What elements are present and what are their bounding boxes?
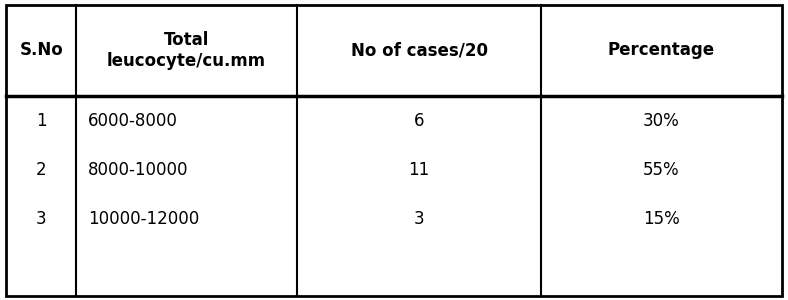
Text: No of cases/20: No of cases/20 bbox=[351, 41, 488, 59]
Text: 55%: 55% bbox=[643, 160, 680, 178]
Text: Total
leucocyte/cu.mm: Total leucocyte/cu.mm bbox=[107, 31, 266, 70]
Text: 1: 1 bbox=[36, 112, 46, 130]
Text: 11: 11 bbox=[408, 160, 429, 178]
Text: 6: 6 bbox=[414, 112, 425, 130]
Text: 10000-12000: 10000-12000 bbox=[88, 210, 199, 228]
Text: S.No: S.No bbox=[20, 41, 63, 59]
Text: 3: 3 bbox=[414, 210, 425, 228]
Text: 6000-8000: 6000-8000 bbox=[88, 112, 178, 130]
Text: 30%: 30% bbox=[643, 112, 680, 130]
Text: 15%: 15% bbox=[643, 210, 680, 228]
Text: Percentage: Percentage bbox=[608, 41, 715, 59]
Text: 2: 2 bbox=[36, 160, 46, 178]
Text: 3: 3 bbox=[36, 210, 46, 228]
Text: 8000-10000: 8000-10000 bbox=[88, 160, 188, 178]
